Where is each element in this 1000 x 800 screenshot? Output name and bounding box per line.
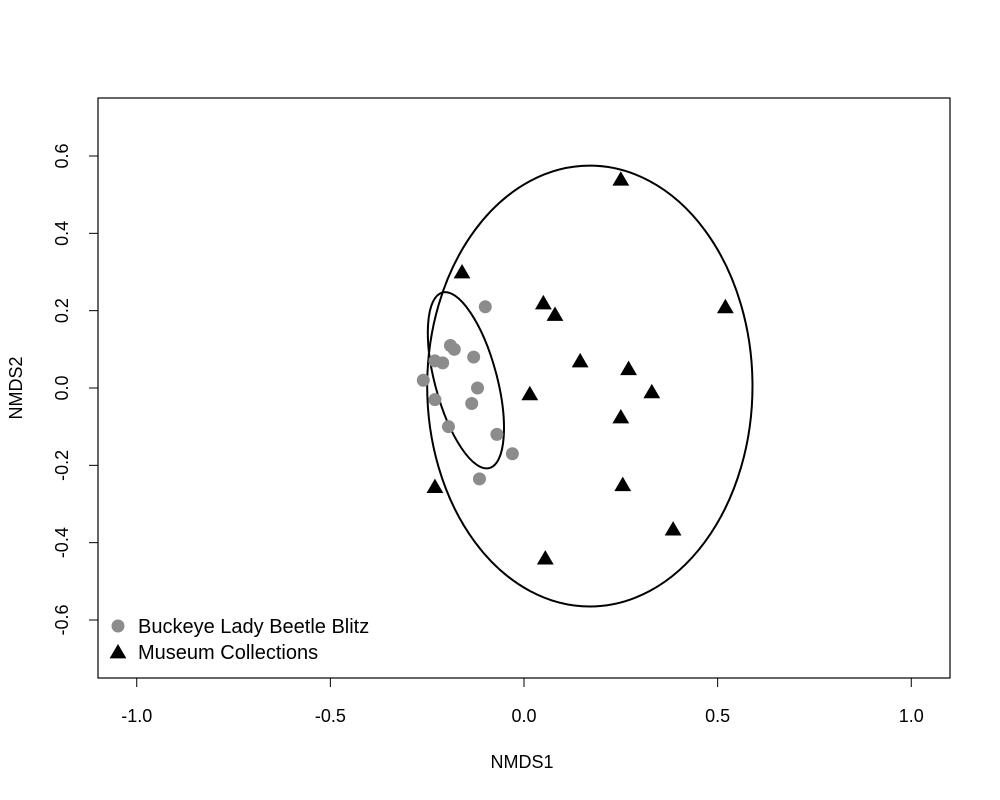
museum-point	[534, 294, 552, 310]
museum-point	[453, 264, 471, 279]
blitz-point	[505, 447, 519, 461]
museum-point	[716, 298, 734, 314]
museum-point	[521, 385, 539, 401]
museum-point	[546, 306, 564, 321]
blitz-point	[490, 427, 504, 441]
x-tick-label: 0.0	[511, 706, 536, 726]
legend-circle-marker	[111, 619, 125, 633]
y-tick-label: -0.2	[52, 450, 72, 481]
legend-label: Buckeye Lady Beetle Blitz	[138, 616, 369, 638]
x-tick-label: 1.0	[899, 706, 924, 726]
blitz-point	[467, 350, 481, 364]
y-tick-label: -0.4	[52, 527, 72, 558]
y-tick-label: 0.6	[52, 143, 72, 168]
museum-point	[664, 521, 682, 536]
legend-triangle-marker	[109, 644, 127, 659]
blitz-point	[416, 373, 430, 387]
museum-point	[612, 171, 630, 186]
y-tick-label: 0.2	[52, 298, 72, 323]
x-tick-label: -0.5	[315, 706, 346, 726]
blitz-point	[478, 300, 492, 314]
x-tick-label: 0.5	[705, 706, 730, 726]
y-axis: -0.6 -0.4 -0.2 0.0 0.2 0.4 0.6	[52, 143, 99, 636]
blitz-point	[436, 356, 450, 370]
y-tick-label: 0.4	[52, 221, 72, 246]
x-axis-title: NMDS1	[490, 752, 553, 772]
museum-point	[643, 383, 661, 399]
y-tick-label: 0.0	[52, 375, 72, 400]
museum-point	[536, 550, 554, 565]
blitz-point	[447, 342, 461, 356]
points-layer	[416, 171, 734, 565]
museum-point	[614, 476, 632, 492]
blitz-point	[471, 381, 485, 395]
ellipses-layer	[426, 164, 754, 608]
museum-point	[426, 478, 444, 493]
museum-point	[620, 360, 637, 376]
blitz-point	[428, 393, 442, 407]
x-tick-label: -1.0	[121, 706, 152, 726]
legend: Buckeye Lady Beetle Blitz Museum Collecti…	[109, 616, 369, 664]
museum-point	[612, 409, 630, 424]
blitz-point	[472, 472, 486, 486]
y-tick-label: -0.6	[52, 604, 72, 635]
x-axis: -1.0 -0.5 0.0 0.5 1.0	[121, 677, 924, 726]
blitz-point	[465, 396, 479, 410]
legend-label: Museum Collections	[138, 642, 318, 664]
museum-point	[571, 352, 589, 368]
blitz-point	[441, 420, 455, 434]
y-axis-title: NMDS2	[6, 356, 26, 419]
group-ellipse	[426, 164, 754, 608]
